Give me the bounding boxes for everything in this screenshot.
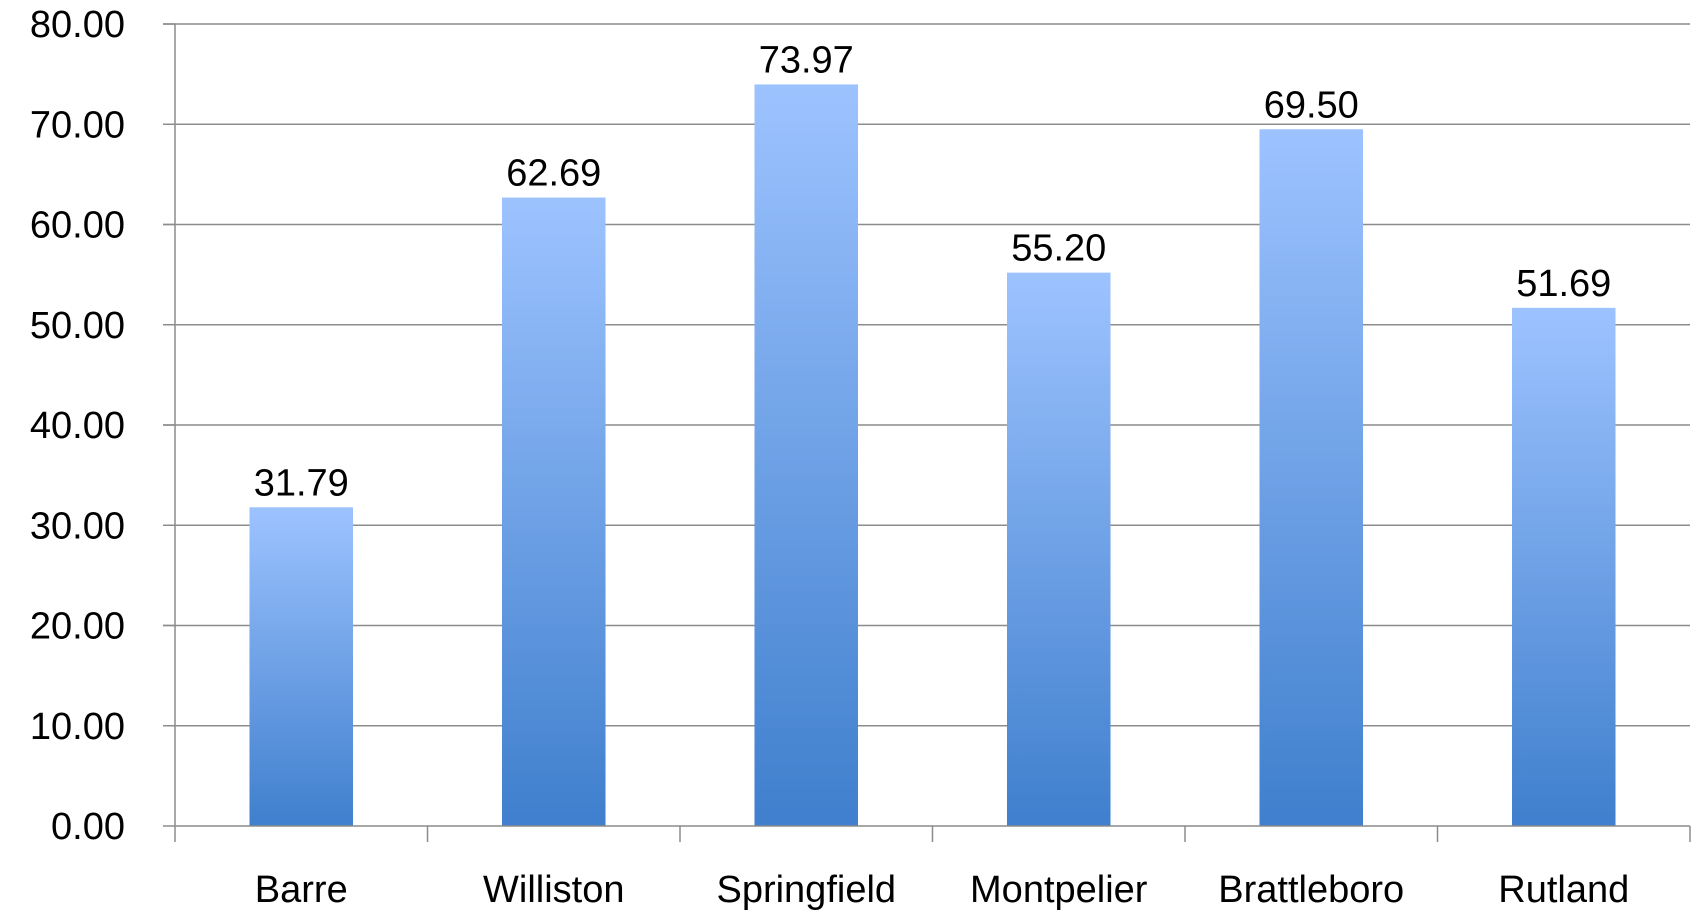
data-label: 51.69 [1516,263,1611,305]
x-category-label: Barre [255,869,348,911]
x-category-label: Rutland [1498,869,1629,911]
data-label: 69.50 [1264,84,1359,126]
x-category-label: Springfield [716,869,896,911]
data-label: 62.69 [506,153,601,195]
x-category-label: Montpelier [970,869,1148,911]
y-tick-label: 10.00 [30,706,125,748]
x-axis [163,23,1691,842]
bar-rutland [1511,307,1616,826]
bar-springfield [754,84,859,827]
bar-brattleboro [1259,129,1364,826]
data-label: 31.79 [254,462,349,504]
y-tick-label: 0.00 [51,806,125,848]
bar-montpelier [1006,272,1111,826]
y-tick-label: 60.00 [30,205,125,247]
y-tick-label: 70.00 [30,104,125,146]
bar-williston [501,197,606,827]
y-axis-tick-labels: 0.00 10.00 20.00 30.00 40.00 50.00 60.00 70.00 8… [30,4,125,848]
bars [249,84,1616,827]
bar-barre [249,507,354,826]
y-tick-label: 20.00 [30,606,125,648]
data-label: 55.20 [1011,228,1106,270]
y-tick-label: 80.00 [30,4,125,46]
x-category-label: Williston [483,869,624,911]
data-label: 73.97 [759,39,854,81]
y-tick-label: 30.00 [30,505,125,547]
x-category-label: Brattleboro [1218,869,1404,911]
x-axis-category-labels: Barre Williston Springfield Montpelier Bratt… [255,869,1629,911]
data-labels: 31.79 62.69 73.97 55.20 69.50 51.69 [254,39,1612,504]
gridlines [163,23,1690,727]
y-tick-label: 40.00 [30,405,125,447]
y-tick-label: 50.00 [30,305,125,347]
